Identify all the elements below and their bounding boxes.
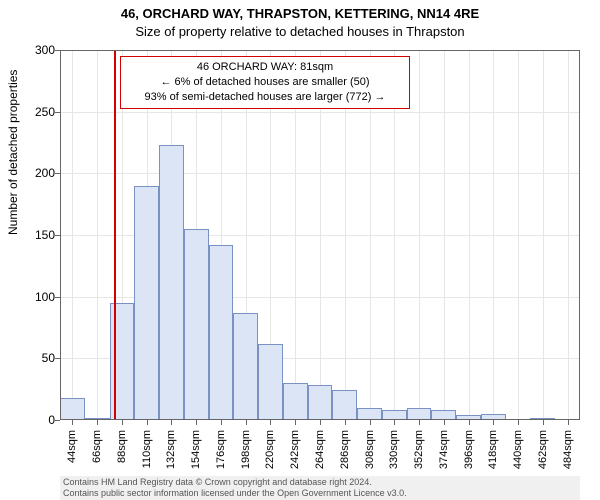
xtick-mark <box>122 420 123 425</box>
xtick-mark <box>246 420 247 425</box>
xtick-label: 286sqm <box>339 430 351 490</box>
xtick-mark <box>518 420 519 425</box>
xtick-mark <box>419 420 420 425</box>
xtick-mark <box>345 420 346 425</box>
xtick-mark <box>171 420 172 425</box>
plot-border <box>60 50 580 420</box>
xtick-label: 176sqm <box>215 430 227 490</box>
ytick-label: 150 <box>5 228 55 242</box>
plot-area: 46 ORCHARD WAY: 81sqm← 6% of detached ho… <box>60 50 580 420</box>
xtick-label: 418sqm <box>487 430 499 490</box>
xtick-mark <box>270 420 271 425</box>
ytick-label: 300 <box>5 43 55 57</box>
xtick-mark <box>221 420 222 425</box>
xtick-mark <box>568 420 569 425</box>
xtick-label: 154sqm <box>190 430 202 490</box>
ytick-label: 250 <box>5 105 55 119</box>
xtick-mark <box>97 420 98 425</box>
xtick-mark <box>394 420 395 425</box>
xtick-mark <box>370 420 371 425</box>
chart-page: 46, ORCHARD WAY, THRAPSTON, KETTERING, N… <box>0 0 600 500</box>
ytick-label: 50 <box>5 351 55 365</box>
xtick-label: 308sqm <box>364 430 376 490</box>
ytick-label: 0 <box>5 413 55 427</box>
xtick-label: 110sqm <box>141 430 153 490</box>
xtick-label: 44sqm <box>66 430 78 490</box>
page-subtitle: Size of property relative to detached ho… <box>0 24 600 39</box>
xtick-label: 440sqm <box>512 430 524 490</box>
xtick-mark <box>444 420 445 425</box>
xtick-label: 396sqm <box>463 430 475 490</box>
xtick-label: 330sqm <box>388 430 400 490</box>
xtick-label: 220sqm <box>264 430 276 490</box>
xtick-label: 462sqm <box>537 430 549 490</box>
xtick-label: 484sqm <box>562 430 574 490</box>
ytick-label: 200 <box>5 166 55 180</box>
xtick-label: 352sqm <box>413 430 425 490</box>
y-axis-title: Number of detached properties <box>6 70 20 235</box>
xtick-mark <box>493 420 494 425</box>
xtick-label: 374sqm <box>438 430 450 490</box>
xtick-label: 264sqm <box>314 430 326 490</box>
xtick-mark <box>196 420 197 425</box>
xtick-mark <box>469 420 470 425</box>
ytick-mark <box>55 420 60 421</box>
xtick-label: 66sqm <box>91 430 103 490</box>
xtick-mark <box>147 420 148 425</box>
xtick-mark <box>295 420 296 425</box>
xtick-label: 242sqm <box>289 430 301 490</box>
xtick-mark <box>543 420 544 425</box>
xtick-label: 88sqm <box>116 430 128 490</box>
xtick-label: 132sqm <box>165 430 177 490</box>
xtick-mark <box>72 420 73 425</box>
xtick-mark <box>320 420 321 425</box>
ytick-label: 100 <box>5 290 55 304</box>
xtick-label: 198sqm <box>240 430 252 490</box>
page-title: 46, ORCHARD WAY, THRAPSTON, KETTERING, N… <box>0 6 600 21</box>
